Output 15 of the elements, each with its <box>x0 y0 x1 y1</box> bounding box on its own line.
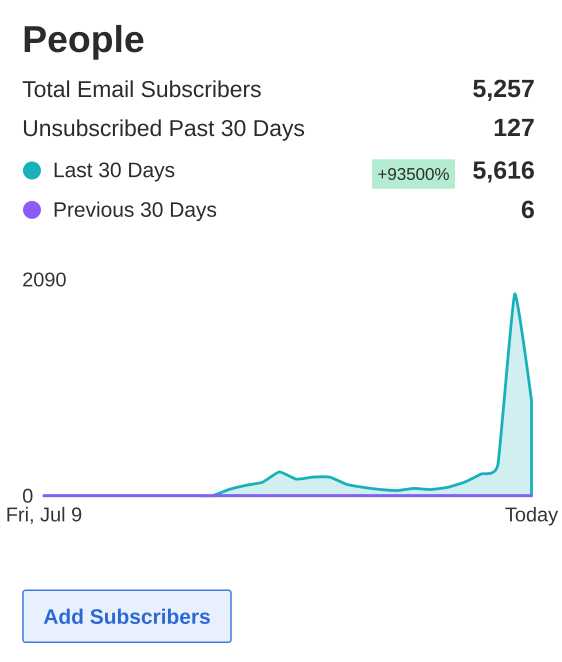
legend-label: Previous 30 Days <box>54 202 216 222</box>
text: 6 <box>522 200 534 218</box>
text: 127 <box>494 118 534 136</box>
text: Total Email Subscribers <box>22 80 261 98</box>
text: +93500% <box>378 168 449 180</box>
legend-label: Last 30 Days <box>54 162 174 182</box>
y-tick-label: 2090 <box>23 272 66 287</box>
x-tick-label: Today <box>505 506 558 526</box>
x-tick-label: Fri, Jul 9 <box>7 506 82 524</box>
chart-title: People <box>24 24 144 60</box>
text: 5,257 <box>473 80 534 101</box>
text: Unsubscribed Past 30 Days <box>24 119 304 141</box>
y-tick-label: 0 <box>22 488 32 503</box>
text: Add Subscribers <box>44 608 210 624</box>
text: 5,616 <box>473 161 534 182</box>
